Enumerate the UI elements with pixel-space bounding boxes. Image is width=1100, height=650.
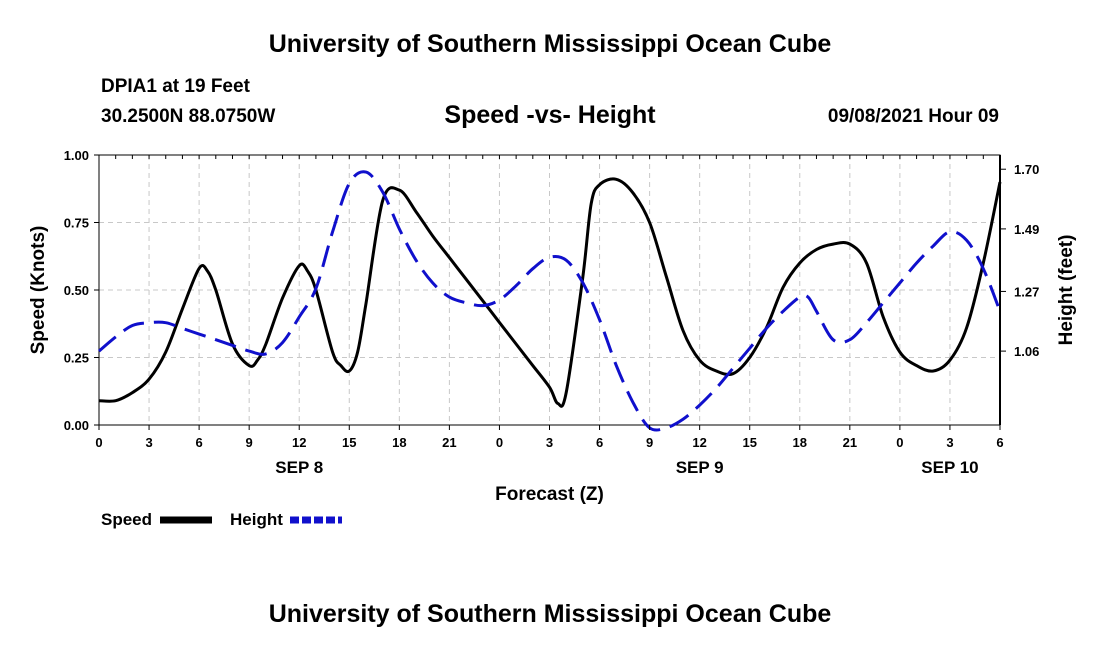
x-tick-label: 12 xyxy=(692,435,706,450)
y2-tick-label: 1.06 xyxy=(1014,344,1039,359)
y2-axis-label: Height (feet) xyxy=(1056,235,1077,346)
y-tick-label: 0.00 xyxy=(64,418,89,433)
y2-tick-label: 1.70 xyxy=(1014,162,1039,177)
x-tick-label: 6 xyxy=(596,435,603,450)
legend-speed-label: Speed xyxy=(101,510,152,529)
x-tick-label: 9 xyxy=(246,435,253,450)
y-tick-label: 0.50 xyxy=(64,283,89,298)
x-tick-label: 0 xyxy=(896,435,903,450)
station-label: DPIA1 at 19 Feet xyxy=(101,76,250,97)
grid xyxy=(99,155,1000,425)
series-layer xyxy=(98,170,1002,432)
x-tick-label: 0 xyxy=(496,435,503,450)
x-tick-label: 21 xyxy=(843,435,857,450)
y2-tick-label: 1.49 xyxy=(1014,222,1039,237)
y-tick-label: 1.00 xyxy=(64,148,89,163)
x-tick-label: 18 xyxy=(793,435,807,450)
x-tick-label: 15 xyxy=(342,435,356,450)
x-tick-label: 18 xyxy=(392,435,406,450)
x-tick-label: 3 xyxy=(946,435,953,450)
y-tick-label: 0.75 xyxy=(64,216,89,231)
y-axis-label: Speed (Knots) xyxy=(28,226,49,355)
x-date-label: SEP 9 xyxy=(676,458,724,477)
station-coordinates: 30.2500N 88.0750W xyxy=(101,106,276,127)
ticks: 0 3 6 9 12 15 18 21 0 3 6 9 12 15 18 21 0 3 6 SEP 8 SEP 9 SEP… xyxy=(64,148,1040,477)
x-tick-label: 6 xyxy=(195,435,202,450)
legend: Speed Height xyxy=(101,510,342,529)
x-date-label: SEP 10 xyxy=(921,458,978,477)
forecast-datetime: 09/08/2021 Hour 09 xyxy=(827,106,999,127)
series-line-height xyxy=(98,170,1002,432)
y-tick-label: 0.25 xyxy=(64,351,89,366)
x-date-label: SEP 8 xyxy=(275,458,323,477)
legend-height-label: Height xyxy=(230,510,283,529)
footer-title: University of Southern Mississippi Ocean… xyxy=(268,600,832,628)
x-tick-label: 6 xyxy=(996,435,1003,450)
x-tick-label: 0 xyxy=(95,435,102,450)
series-line-speed xyxy=(98,177,1002,408)
x-tick-label: 3 xyxy=(145,435,152,450)
x-axis-label: Forecast (Z) xyxy=(495,484,604,505)
y2-tick-label: 1.27 xyxy=(1014,284,1039,299)
chart-title: Speed -vs- Height xyxy=(444,101,656,129)
x-tick-label: 21 xyxy=(442,435,456,450)
x-tick-label: 3 xyxy=(546,435,553,450)
x-tick-label: 9 xyxy=(646,435,653,450)
x-tick-label: 12 xyxy=(292,435,306,450)
page-title: University of Southern Mississippi Ocean… xyxy=(268,30,832,58)
x-tick-label: 15 xyxy=(742,435,756,450)
